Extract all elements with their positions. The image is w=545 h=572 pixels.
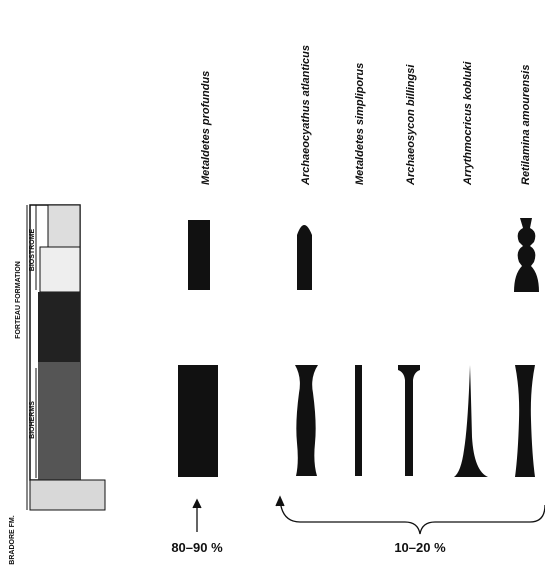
abundance-label: 10–20 % bbox=[394, 540, 446, 555]
species-name: Arrythmocricus kobluki bbox=[462, 61, 474, 186]
species-name: Metaldetes simpliporus bbox=[354, 63, 366, 185]
figure: FORTEAU FORMATION BIOSTROME BIOHERMS BRA… bbox=[0, 0, 545, 572]
species-name: Archaeosycon billingsi bbox=[405, 64, 417, 186]
abundance-brackets bbox=[193, 497, 545, 534]
strat-column bbox=[27, 205, 105, 510]
species-name: Retilamina amourensis bbox=[520, 65, 532, 185]
biostrome-label: BIOSTROME bbox=[29, 228, 36, 271]
bioherms-label: BIOHERMS bbox=[29, 401, 36, 439]
formation-label: FORTEAU FORMATION bbox=[15, 261, 22, 339]
lower-formation-label: BRADORE FM. bbox=[9, 515, 16, 564]
diagram: FORTEAU FORMATION BIOSTROME BIOHERMS BRA… bbox=[0, 0, 545, 572]
abundance-label: 80–90 % bbox=[171, 540, 223, 555]
species-name: Metaldetes profundus bbox=[200, 71, 212, 185]
growth-forms bbox=[178, 218, 539, 477]
species-name: Archaeocyathus atlanticus bbox=[300, 45, 312, 186]
